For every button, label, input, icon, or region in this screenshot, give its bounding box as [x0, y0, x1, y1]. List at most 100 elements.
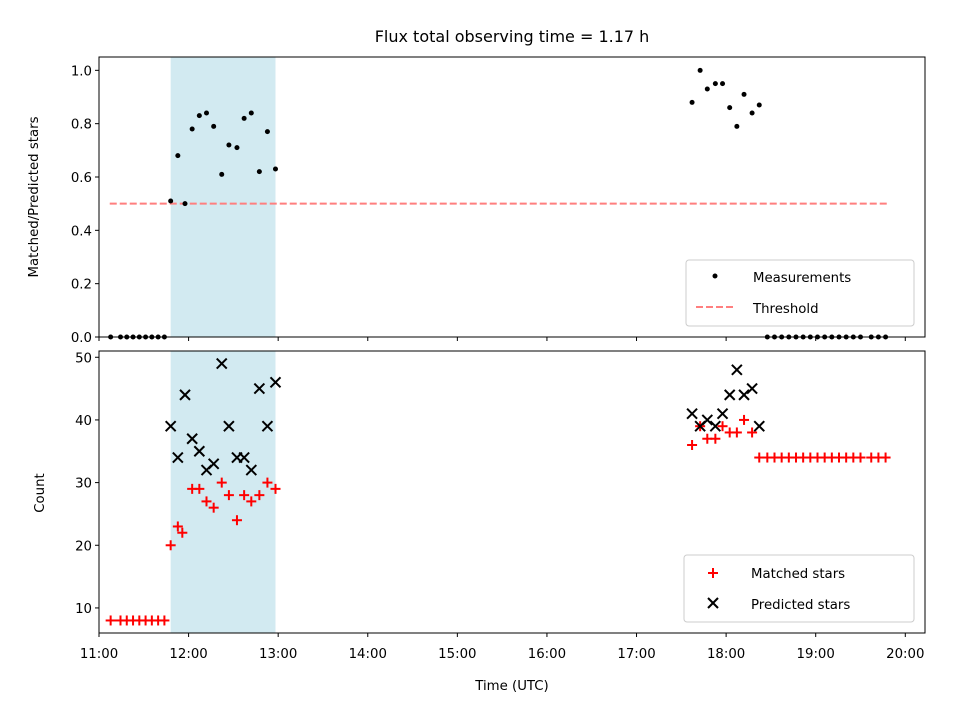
predicted-star-point — [731, 364, 743, 376]
bottom-panel: 10 20 30 40 50 11:00 12:00 13:00 14:00 15:00 16:0… — [33, 350, 926, 694]
bottom-legend-box — [683, 554, 915, 623]
x-tick-label: 20:00 — [886, 647, 924, 662]
x-tick-label: 16:00 — [528, 647, 566, 662]
predicted-x-b — [746, 382, 758, 395]
x-tick-label: 17:00 — [617, 647, 655, 662]
bottom-y-axis-label: Count — [33, 473, 48, 513]
y-tick-label: 0.4 — [71, 224, 92, 239]
predicted-star-point — [738, 389, 750, 401]
predicted-star-point — [164, 420, 177, 432]
legend-matched-marker — [708, 568, 718, 578]
predicted-star-point — [186, 433, 198, 445]
predicted-x-b — [223, 420, 235, 432]
bottom-y-ticks: 10 20 30 40 50 — [75, 351, 99, 617]
bottom-marks — [105, 357, 891, 626]
predicted-x-b — [738, 389, 750, 401]
measurement-point — [234, 145, 240, 151]
matched-star-point — [739, 414, 750, 425]
y-tick-label: 50 — [75, 351, 92, 366]
measurement-point — [248, 110, 254, 116]
predicted-star-point — [253, 382, 266, 395]
measurement-point — [741, 91, 747, 97]
measurement-point — [749, 110, 755, 116]
predicted-x-b — [261, 420, 274, 432]
predicted-star-point — [172, 451, 184, 464]
matched-star-point — [880, 452, 891, 463]
measurement-point — [689, 99, 695, 105]
measurement-point — [704, 86, 710, 92]
measurement-point — [697, 67, 703, 73]
matched-star-point — [165, 540, 176, 551]
x-tick-label: 19:00 — [797, 647, 835, 662]
predicted-star-point — [238, 451, 250, 464]
predicted-x-b — [753, 420, 765, 432]
predicted-x-b — [701, 414, 714, 426]
top-shaded-span — [170, 57, 276, 337]
matched-star-point — [747, 427, 758, 438]
top-y-axis-label: Matched/Predicted stars — [27, 116, 42, 277]
predicted-x-b — [686, 407, 698, 420]
predicted-x-b — [193, 445, 206, 457]
x-tick-label: 15:00 — [438, 647, 476, 662]
predicted-star-point — [223, 420, 235, 432]
legend-predicted-label: Predicted stars — [751, 598, 850, 613]
predicted-star-point — [179, 389, 191, 401]
predicted-star-point — [746, 382, 758, 395]
matched-star-point — [177, 527, 188, 538]
predicted-x-b — [164, 420, 177, 432]
top-legend: Measurements Threshold — [685, 259, 915, 327]
top-y-ticks: 0.0 0.2 0.4 0.6 0.8 1.0 — [71, 64, 99, 346]
matched-star-point — [159, 615, 170, 626]
top-axes-frame — [98, 56, 926, 338]
legend-predicted-marker — [707, 597, 719, 609]
chart-title: Flux total observing time = 1.17 h — [375, 27, 650, 46]
matched-star-point — [201, 496, 212, 507]
matched-star-point — [216, 477, 227, 488]
y-tick-label: 30 — [75, 477, 92, 492]
bottom-axes-frame — [98, 350, 926, 634]
predicted-x-b — [245, 464, 258, 476]
matched-star-point — [262, 477, 273, 488]
predicted-x-b — [253, 382, 266, 395]
predicted-x-b — [179, 389, 191, 401]
matched-star-point — [246, 496, 257, 507]
top-panel: 0.0 0.2 0.4 0.6 0.8 1.0 Matched/Predicted sta… — [27, 56, 926, 346]
x-tick-label: 12:00 — [169, 647, 207, 662]
measurement-point — [241, 115, 247, 121]
predicted-star-point — [686, 407, 698, 420]
x-tick-label: 14:00 — [349, 647, 387, 662]
predicted-x-b — [207, 458, 220, 470]
predicted-star-point — [245, 464, 258, 476]
matched-star-point — [239, 490, 250, 501]
measurement-point — [756, 102, 762, 108]
measurement-point — [734, 123, 740, 129]
predicted-star-point — [193, 445, 206, 457]
matched-star-point — [731, 427, 742, 438]
predicted-x-b — [731, 364, 743, 376]
measurement-point — [727, 105, 733, 111]
y-tick-label: 0.0 — [71, 331, 92, 346]
measurement-point — [226, 142, 232, 148]
matched-star-point — [105, 615, 116, 626]
measurement-point — [712, 81, 718, 87]
top-legend-box — [685, 259, 915, 327]
predicted-x-b — [716, 407, 729, 420]
legend-measurements-label: Measurements — [753, 271, 851, 286]
bottom-legend: Matched stars Predicted stars — [683, 554, 915, 623]
measurement-point — [272, 166, 278, 172]
predicted-star-point — [753, 420, 765, 432]
measurement-point — [256, 169, 262, 175]
predicted-x-b — [186, 433, 198, 445]
x-axis-label: Time (UTC) — [474, 679, 549, 694]
predicted-star-point — [716, 407, 729, 420]
legend-measurements-marker — [712, 273, 718, 279]
legend-threshold-label: Threshold — [752, 302, 819, 317]
predicted-star-point — [261, 420, 274, 432]
matched-star-point — [855, 452, 866, 463]
x-tick-label: 18:00 — [707, 647, 745, 662]
y-tick-label: 10 — [75, 602, 92, 617]
top-x-ticks — [98, 337, 906, 341]
bottom-x-ticks: 11:00 12:00 13:00 14:00 15:00 16:00 17:00 18:00… — [80, 633, 924, 662]
legend-matched-label: Matched stars — [751, 567, 845, 582]
